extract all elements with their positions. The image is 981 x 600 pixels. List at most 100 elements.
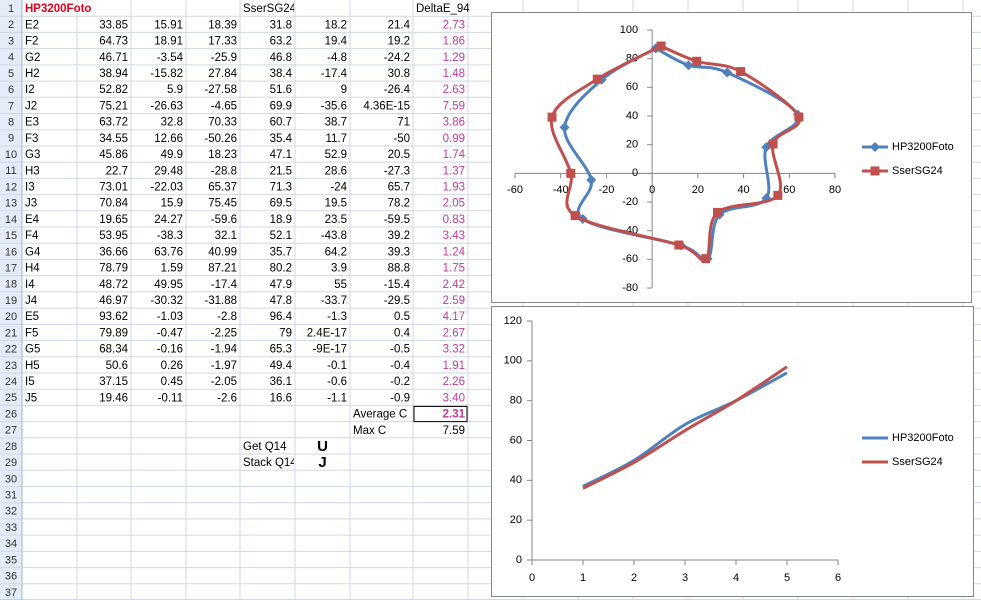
x-tick-label: -60 <box>507 184 523 196</box>
cell: I3 <box>25 182 35 194</box>
row-number: 3 <box>8 35 14 47</box>
cell: 18.9 <box>270 214 292 226</box>
series-line <box>563 46 801 262</box>
x-tick-label: 5 <box>784 572 790 584</box>
cell: Average C <box>353 409 407 421</box>
row-header-bg <box>0 0 22 600</box>
cell: 4.36E-15 <box>363 100 410 112</box>
cell: -43.8 <box>321 230 347 242</box>
cell: -1.94 <box>211 344 238 356</box>
legend-label: SserSG24 <box>892 165 943 177</box>
cell: F2 <box>25 36 38 48</box>
cell: 47.9 <box>270 279 292 291</box>
row-number: 14 <box>5 214 17 226</box>
cell: 37.15 <box>99 376 128 388</box>
cell: -0.2 <box>390 376 410 388</box>
cell: -2.05 <box>211 376 237 388</box>
cell: 0.45 <box>161 376 183 388</box>
cell: 9 <box>341 84 347 96</box>
row-number: 8 <box>8 117 14 129</box>
cell: -15.82 <box>150 68 183 80</box>
cell: 49.9 <box>161 149 183 161</box>
cell: J3 <box>25 198 37 210</box>
marker <box>713 207 723 217</box>
marker <box>674 240 684 250</box>
cell: 75.21 <box>99 100 128 112</box>
cell: 47.8 <box>270 295 292 307</box>
cell: E4 <box>25 214 40 226</box>
cell: 2.26 <box>443 376 465 388</box>
row-number: 17 <box>5 262 17 274</box>
cell: 31.8 <box>270 19 292 31</box>
row-number: 35 <box>5 554 17 566</box>
cell: -0.4 <box>390 360 410 372</box>
cell: 2.73 <box>443 19 465 31</box>
cell: 70.84 <box>99 198 128 210</box>
cell: -30.32 <box>150 295 183 307</box>
cell: 38.4 <box>270 68 293 80</box>
cell: -22.03 <box>150 182 183 194</box>
cell: Stack Q14 <box>243 457 297 469</box>
cell: 39.2 <box>388 230 410 242</box>
marker <box>794 112 804 122</box>
cell: -29.5 <box>384 295 410 307</box>
cell: 78.79 <box>99 263 128 275</box>
cell: 69.9 <box>270 100 292 112</box>
cell: 3.32 <box>443 344 465 356</box>
row-number: 32 <box>5 506 17 518</box>
row-number: 34 <box>5 538 17 550</box>
cell: -17.4 <box>211 279 238 291</box>
marker <box>722 67 733 78</box>
cell: 19.5 <box>325 198 347 210</box>
x-tick-label: 4 <box>733 572 739 584</box>
y-tick-label: 20 <box>510 514 522 526</box>
marker <box>570 211 580 221</box>
cell: 2.59 <box>443 295 465 307</box>
cell: 36.1 <box>270 376 292 388</box>
row-number: 20 <box>5 311 17 323</box>
y-tick-label: 80 <box>510 395 522 407</box>
cell: 35.7 <box>270 246 292 258</box>
cell: 39.3 <box>388 246 410 258</box>
cell: 3.86 <box>443 117 465 129</box>
cell: 19.2 <box>388 36 410 48</box>
x-tick-label: 80 <box>829 184 841 196</box>
cell: -50 <box>393 133 410 145</box>
cell: 0.99 <box>443 133 465 145</box>
cell: 88.8 <box>388 263 410 275</box>
cell: 1.59 <box>161 263 183 275</box>
marker <box>592 74 602 84</box>
marker <box>870 166 880 176</box>
cell: 79.89 <box>99 327 128 339</box>
row-number: 22 <box>5 344 17 356</box>
cell: 1.91 <box>443 360 465 372</box>
legend-label: HP3200Foto <box>892 432 954 444</box>
row-number: 15 <box>5 230 17 242</box>
cell: H2 <box>25 68 40 80</box>
cell: 17.33 <box>208 36 237 48</box>
y-tick-label: 0 <box>516 554 522 566</box>
cell: 32.1 <box>215 230 237 242</box>
cell: -50.26 <box>204 133 237 145</box>
cell: 29.48 <box>154 165 183 177</box>
row-number: 33 <box>5 522 17 534</box>
cell: I2 <box>25 84 35 96</box>
row-number: 2 <box>8 19 14 31</box>
cell: 64.73 <box>99 36 128 48</box>
cell: -0.1 <box>327 360 347 372</box>
cell: 3.43 <box>443 230 465 242</box>
cell: -26.4 <box>384 84 411 96</box>
cell: 18.23 <box>208 149 237 161</box>
y-tick-label: 120 <box>504 315 522 327</box>
cell: 40.99 <box>208 246 237 258</box>
cell: I4 <box>25 279 35 291</box>
cell: 71 <box>397 117 410 129</box>
cell: 5.9 <box>167 84 183 96</box>
cell: G4 <box>25 246 41 258</box>
cell: 0.5 <box>394 311 410 323</box>
row-number: 5 <box>8 68 14 80</box>
x-tick-label: 6 <box>835 572 841 584</box>
cell: -0.5 <box>390 344 410 356</box>
cell: 49.95 <box>154 279 183 291</box>
